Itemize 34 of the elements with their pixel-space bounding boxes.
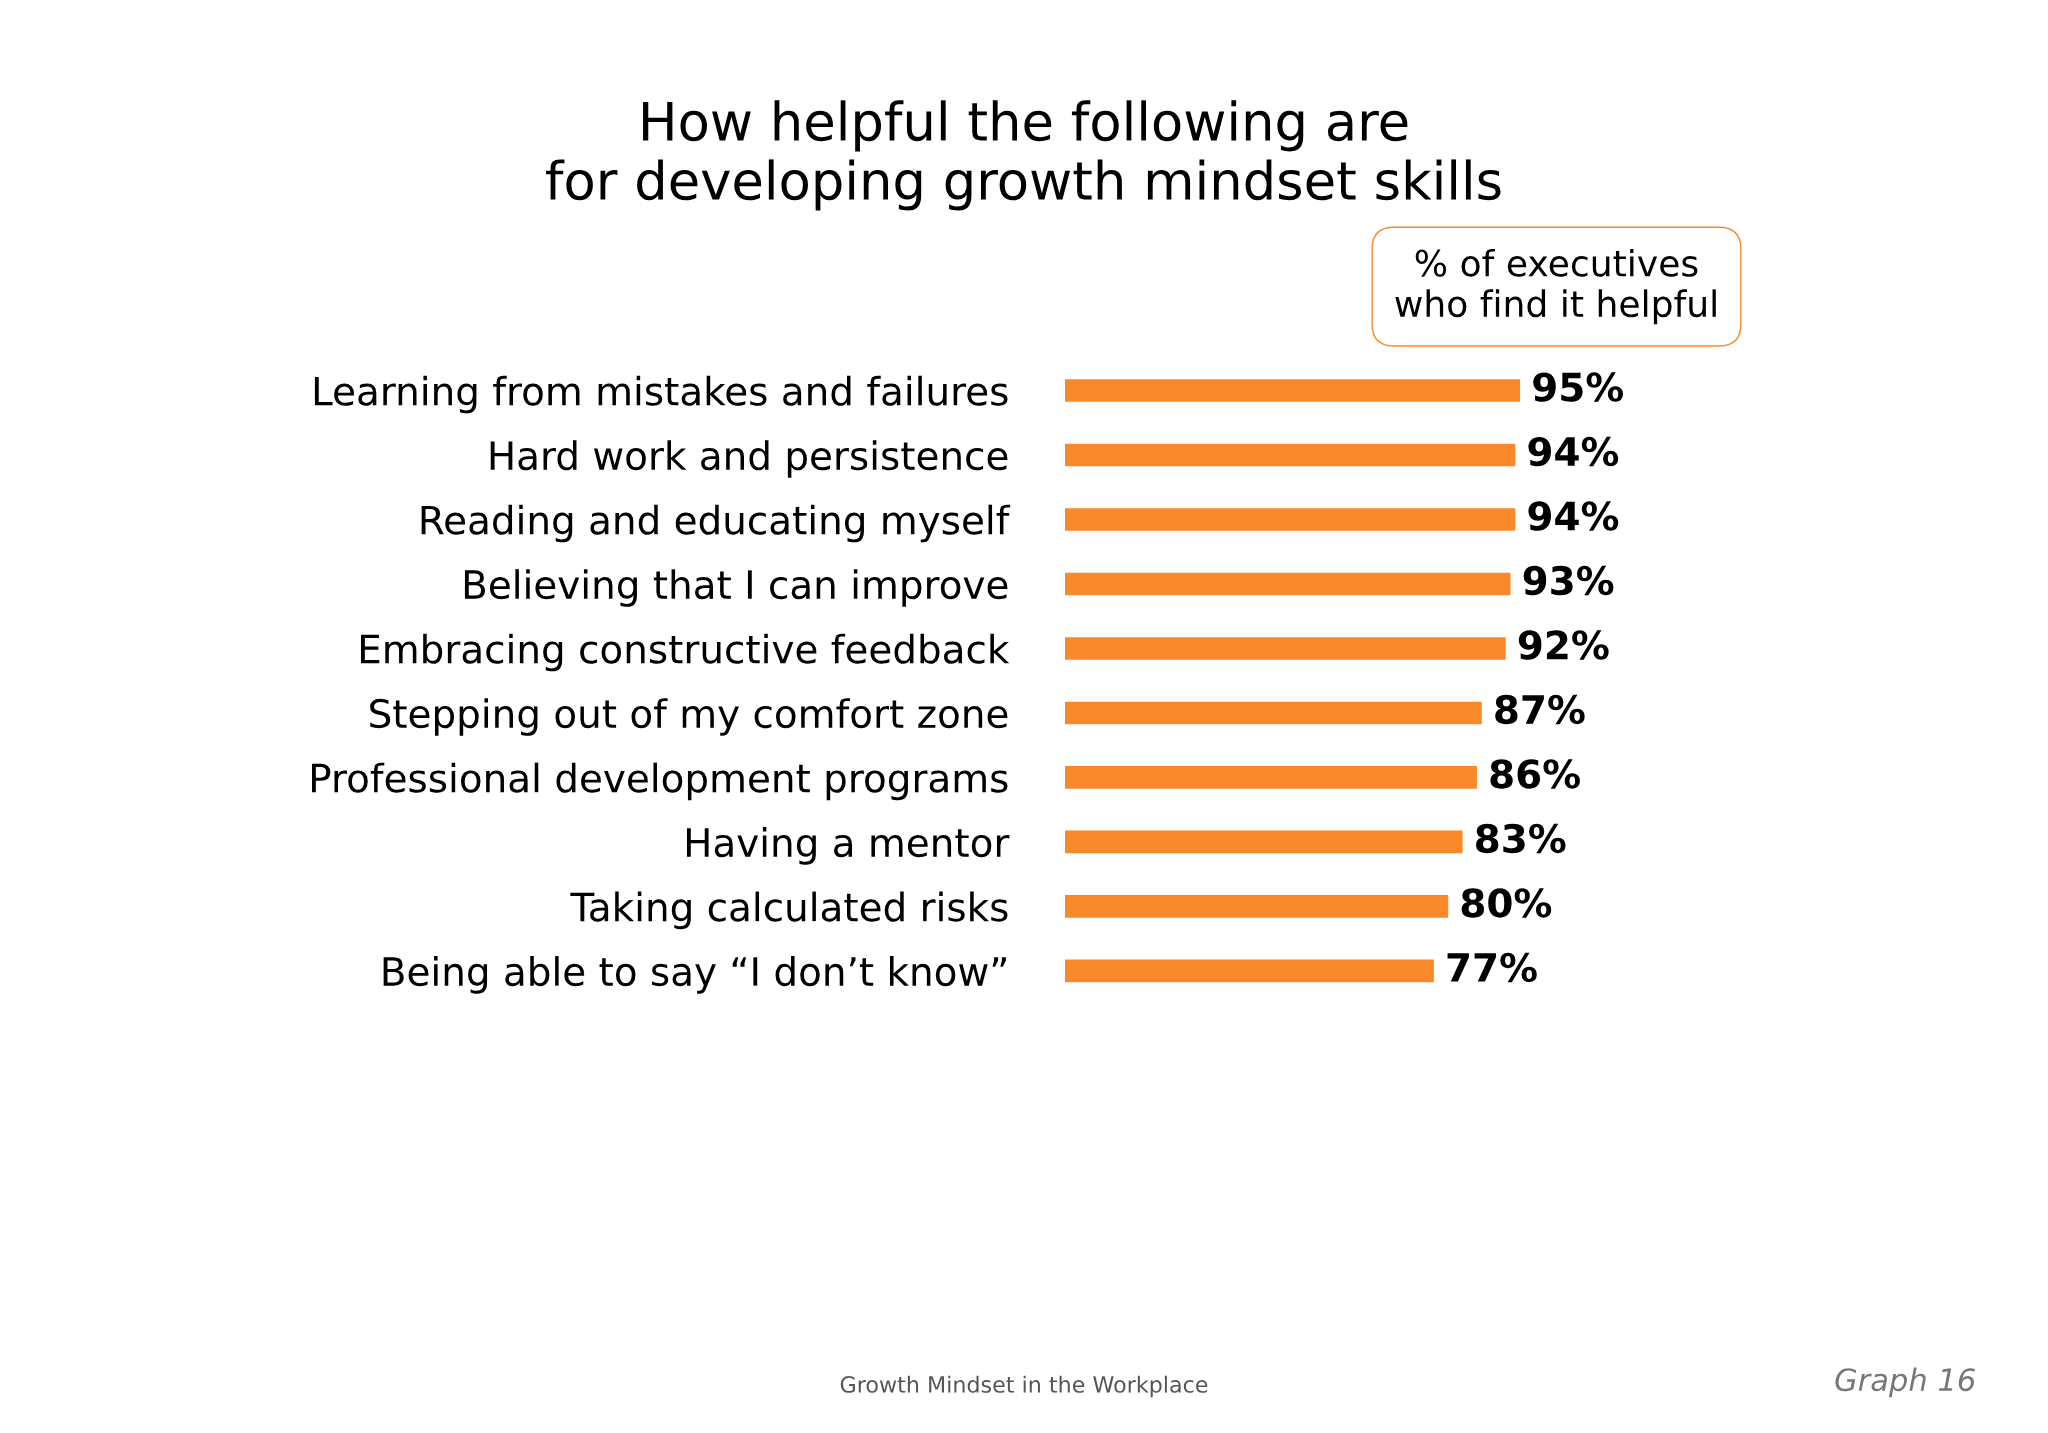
- data-label: 92%: [1518, 630, 1609, 660]
- bar: [1064, 701, 1482, 725]
- data-label: 94%: [1528, 436, 1619, 467]
- y-tick-label: Stepping out of my comfort zone: [370, 698, 1008, 736]
- y-tick-label: Having a mentor: [686, 827, 1010, 865]
- chart-title: How helpful the following are for developing growth mindset skills: [546, 100, 1501, 211]
- data-label: 95%: [1533, 372, 1624, 402]
- bar: [1064, 443, 1516, 467]
- y-tick-label: Reading and educating myself: [421, 504, 1011, 543]
- data-label: 77%: [1447, 952, 1537, 983]
- data-label: 94%: [1528, 501, 1619, 531]
- y-tick-label: Believing that I can improve: [464, 569, 1008, 607]
- y-tick-label: Embracing constructive feedback: [361, 633, 1010, 672]
- bar: [1064, 895, 1449, 918]
- bar: [1064, 766, 1477, 789]
- data-label: 86%: [1490, 759, 1580, 789]
- bar: [1064, 830, 1463, 854]
- bar: [1064, 637, 1506, 660]
- bar: [1064, 379, 1521, 402]
- bar: [1064, 572, 1511, 596]
- text: Growth Mindset in the Workplace: [840, 1375, 1208, 1398]
- data-label: 93%: [1523, 565, 1614, 596]
- y-tick-label: Being able to say “I don’t know”: [383, 956, 1006, 994]
- y-tick-label: Taking calculated risks: [570, 891, 1008, 930]
- y-tick-label: Professional development programs: [312, 762, 1008, 801]
- data-label: 80%: [1461, 888, 1552, 918]
- data-label: 87%: [1495, 694, 1585, 725]
- text: % of executives who find it helpful: [1395, 248, 1716, 325]
- data-label: 83%: [1476, 823, 1566, 854]
- y-tick-label: Hard work and persistence: [490, 440, 1008, 478]
- y-tick-label: Learning from mistakes and failures: [314, 375, 1008, 414]
- bar: [1064, 508, 1516, 531]
- bar: [1064, 959, 1434, 983]
- caption: Graph 16: [1835, 1367, 1975, 1398]
